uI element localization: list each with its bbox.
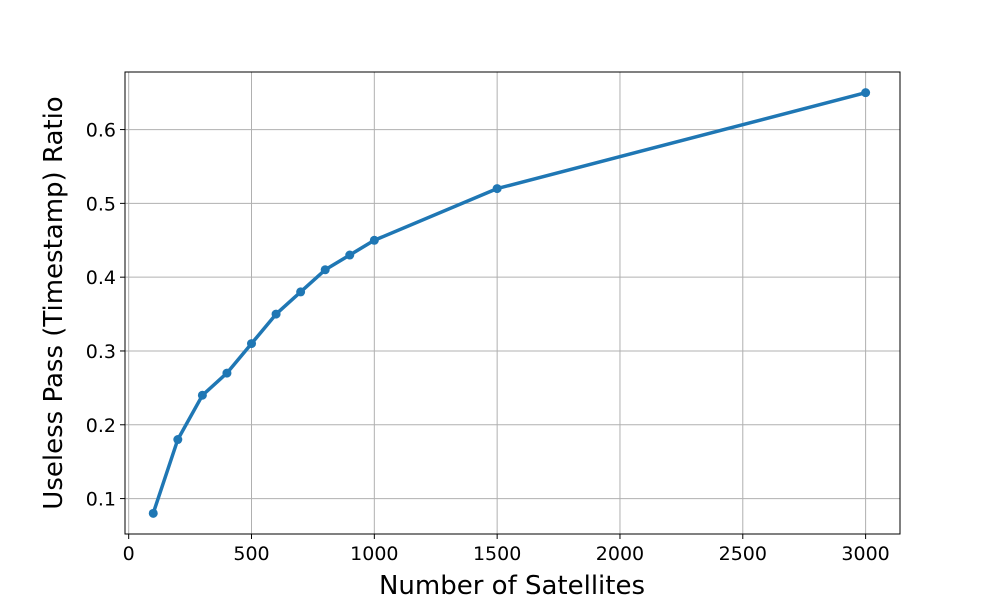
data-point [296,287,306,297]
series-line [151,90,868,516]
data-point [492,184,502,194]
x-tick-label: 1000 [350,543,398,565]
y-axis-label: Useless Pass (Timestamp) Ratio [39,96,69,509]
x-axis-label: Number of Satellites [379,571,645,600]
data-point [271,309,281,319]
x-tick-label: 0 [123,543,135,565]
data-point [320,265,330,275]
x-tick-label: 2500 [719,543,767,565]
y-tick-label: 0.2 [86,415,116,437]
data-point [247,339,257,349]
x-tick-label: 3000 [841,543,889,565]
axis-ticks: 0 500 1000 1500 2000 2500 3000 0.1 0.2 0.3 0.4 0.5 0… [86,120,890,565]
y-tick-label: 0.6 [86,120,116,142]
data-point [861,88,871,98]
y-tick-label: 0.3 [86,341,116,363]
data-point [148,508,158,518]
data-point [197,390,207,400]
data-point [173,435,183,445]
x-tick-label: 500 [233,543,269,565]
grid [125,72,900,534]
plot-frame [124,71,901,535]
y-tick-label: 0.5 [86,193,116,215]
x-tick-label: 1500 [473,543,521,565]
y-tick-label: 0.1 [86,489,116,511]
y-tick-label: 0.4 [86,267,116,289]
series-layer [148,88,871,518]
data-point [222,368,232,378]
data-point [345,250,355,260]
x-tick-label: 2000 [596,543,644,565]
data-point [369,235,379,245]
